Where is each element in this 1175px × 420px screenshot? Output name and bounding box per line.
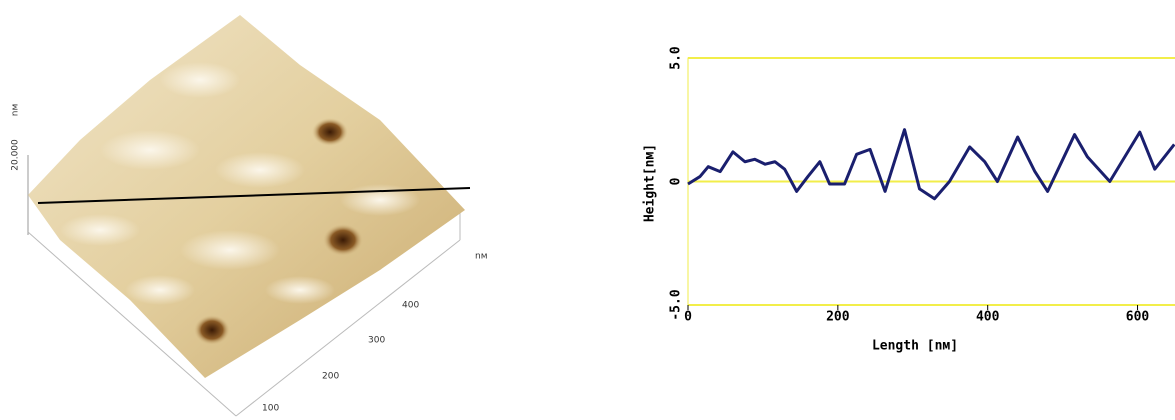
y-axis-label: Height[nм]: [643, 144, 658, 222]
z-unit: nм: [11, 104, 21, 117]
xy-tick: 100: [262, 404, 279, 414]
surface-render: 20.000 nм nм 100 200 300 400: [11, 15, 488, 417]
pit: [194, 315, 230, 345]
pit: [323, 224, 363, 256]
profile-line: [687, 128, 1175, 201]
surface-texture: [60, 62, 420, 305]
xy-tick: 400: [402, 301, 419, 311]
base-edge: [235, 239, 461, 417]
z-label: 20.000: [11, 139, 21, 171]
x-tick-label: 0: [684, 310, 692, 325]
x-tick-label: 600: [1126, 310, 1150, 325]
x-axis-label: Length [nм]: [872, 339, 958, 354]
profile-line: [37, 187, 471, 204]
y-tick-label: 5.0: [669, 46, 684, 70]
xy-unit: nм: [475, 252, 488, 262]
x-tick-label: 200: [826, 310, 850, 325]
y-tick-label: -5.0: [669, 289, 684, 320]
base-edge: [27, 231, 237, 417]
x-tick-label: 400: [976, 310, 1000, 325]
pit: [312, 118, 348, 146]
y-tick-label: 0: [669, 177, 684, 185]
xy-tick: 300: [368, 336, 385, 346]
xy-tick: 200: [322, 372, 339, 382]
